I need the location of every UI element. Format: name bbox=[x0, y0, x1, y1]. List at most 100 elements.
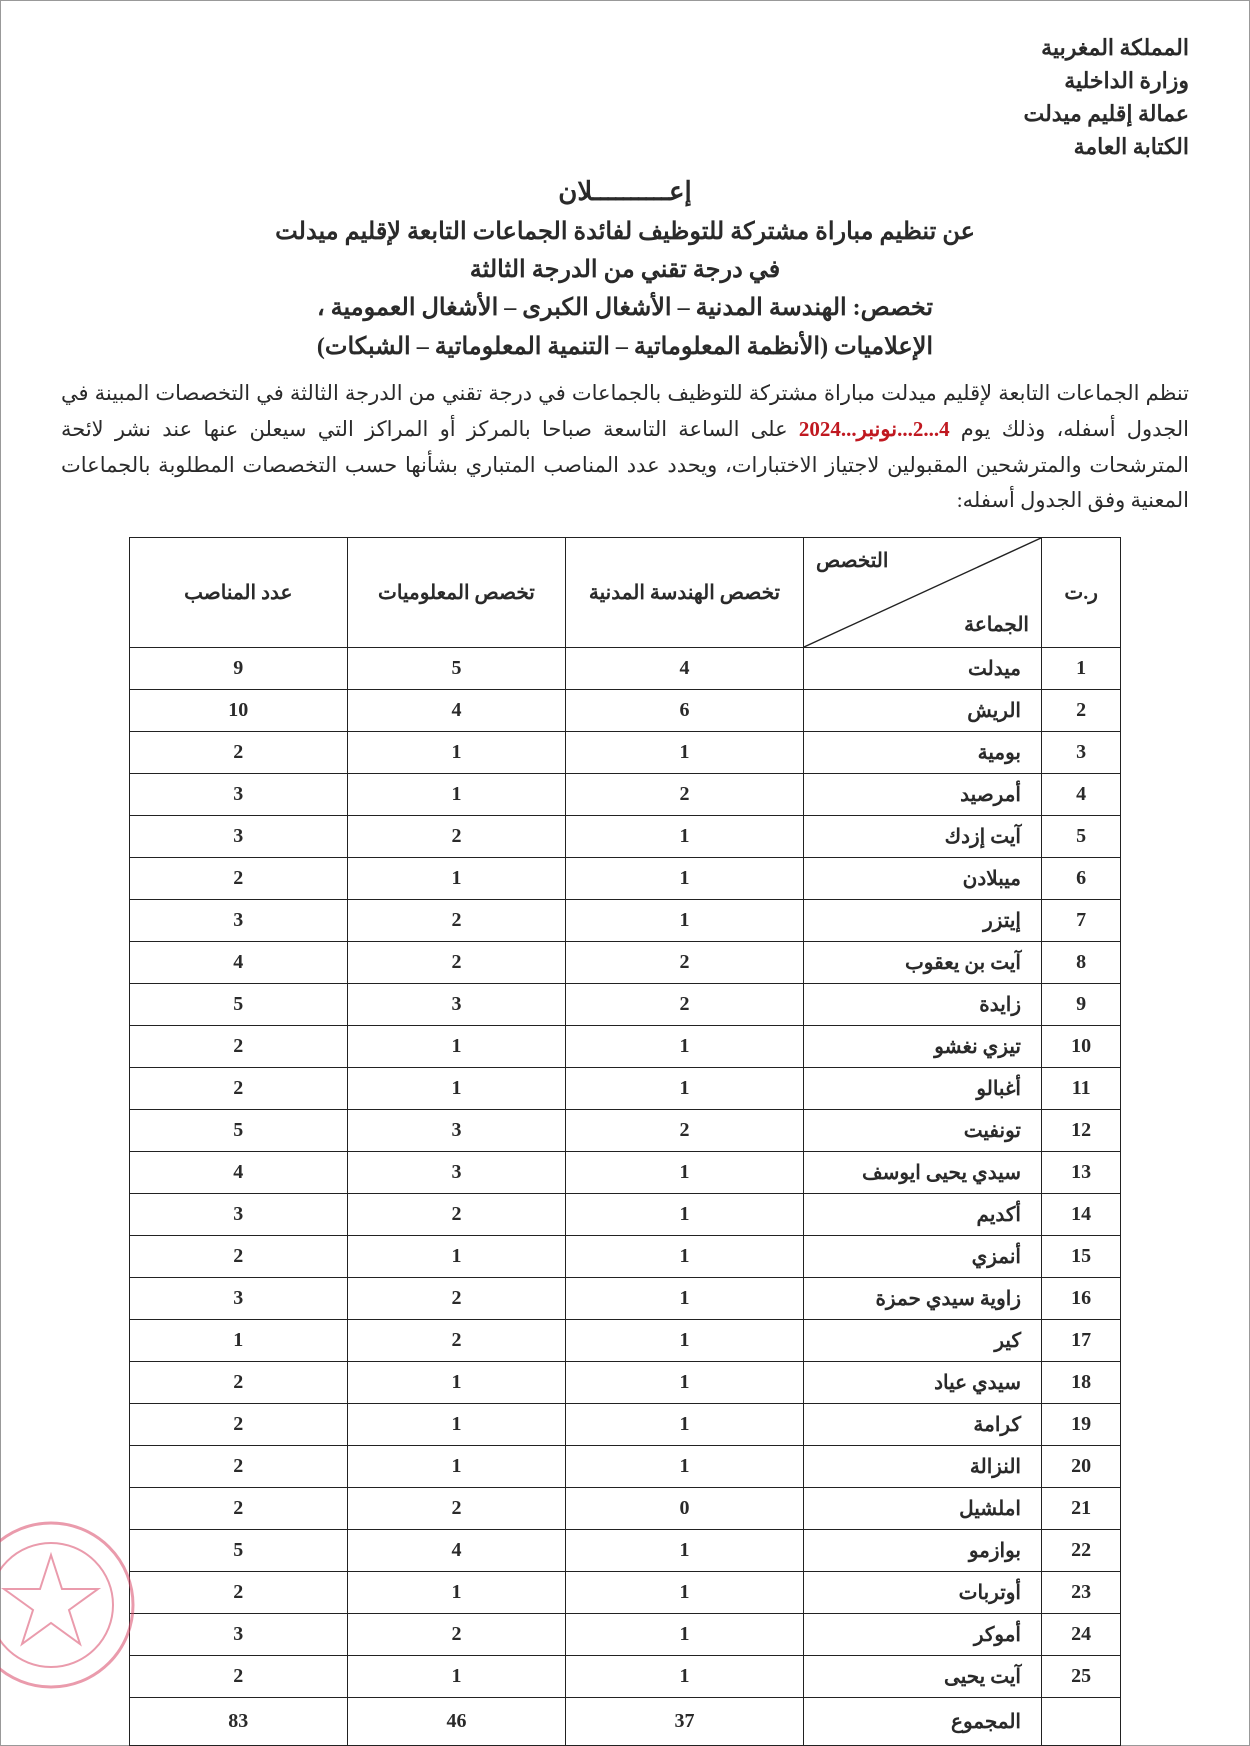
cell-number: 1 bbox=[1041, 647, 1120, 689]
cell-commune: أنمزي bbox=[804, 1235, 1042, 1277]
cell-commune: النزالة bbox=[804, 1445, 1042, 1487]
cell-info: 2 bbox=[347, 1277, 565, 1319]
cell-commune: أمرصيد bbox=[804, 773, 1042, 815]
table-row: 24أموكر123 bbox=[129, 1613, 1121, 1655]
header-number: ر.ت bbox=[1041, 537, 1120, 647]
letterhead: المملكة المغربية وزارة الداخلية عمالة إق… bbox=[61, 31, 1189, 163]
cell-total: 4 bbox=[129, 1151, 347, 1193]
cell-total: 4 bbox=[129, 941, 347, 983]
table-row: 1ميدلت459 bbox=[129, 647, 1121, 689]
total-label: المجموع bbox=[804, 1697, 1042, 1745]
cell-total: 5 bbox=[129, 983, 347, 1025]
cell-info: 1 bbox=[347, 857, 565, 899]
cell-civil: 1 bbox=[566, 1403, 804, 1445]
cell-total: 9 bbox=[129, 647, 347, 689]
table-row: 7إيتزر123 bbox=[129, 899, 1121, 941]
cell-commune: بوازمو bbox=[804, 1529, 1042, 1571]
cell-total: 3 bbox=[129, 773, 347, 815]
cell-info: 2 bbox=[347, 1319, 565, 1361]
cell-number: 22 bbox=[1041, 1529, 1120, 1571]
cell-civil: 1 bbox=[566, 1277, 804, 1319]
cell-number: 12 bbox=[1041, 1109, 1120, 1151]
cell-total: 5 bbox=[129, 1529, 347, 1571]
header-total: عدد المناصب bbox=[129, 537, 347, 647]
cell-info: 1 bbox=[347, 773, 565, 815]
table-row: 14أكديم123 bbox=[129, 1193, 1121, 1235]
cell-commune: املشيل bbox=[804, 1487, 1042, 1529]
cell-commune: آيت يحيى bbox=[804, 1655, 1042, 1697]
announcement-line: عن تنظيم مباراة مشتركة للتوظيف لفائدة ال… bbox=[125, 213, 1125, 251]
official-stamp-icon bbox=[0, 1515, 141, 1695]
table-row: 20النزالة112 bbox=[129, 1445, 1121, 1487]
cell-civil: 1 bbox=[566, 1067, 804, 1109]
table-row: 3بومية112 bbox=[129, 731, 1121, 773]
cell-total: 2 bbox=[129, 1067, 347, 1109]
cell-info: 1 bbox=[347, 1361, 565, 1403]
table-row: 23أوتربات112 bbox=[129, 1571, 1121, 1613]
table-row: 11أغبالو112 bbox=[129, 1067, 1121, 1109]
cell-commune: بومية bbox=[804, 731, 1042, 773]
cell-total: 2 bbox=[129, 1025, 347, 1067]
cell-total: 2 bbox=[129, 1655, 347, 1697]
cell-total: 10 bbox=[129, 689, 347, 731]
header-commune-label: الجماعة bbox=[964, 612, 1029, 637]
cell-civil: 1 bbox=[566, 1025, 804, 1067]
cell-commune: كير bbox=[804, 1319, 1042, 1361]
cell-number: 4 bbox=[1041, 773, 1120, 815]
cell-commune: أموكر bbox=[804, 1613, 1042, 1655]
cell-info: 4 bbox=[347, 1529, 565, 1571]
cell-total: 1 bbox=[129, 1319, 347, 1361]
cell-number: 11 bbox=[1041, 1067, 1120, 1109]
cell-info: 3 bbox=[347, 1151, 565, 1193]
cell-number: 23 bbox=[1041, 1571, 1120, 1613]
table-row: 5آيت إزدك123 bbox=[129, 815, 1121, 857]
body-highlight-date: 4...2...نونبر...2024 bbox=[799, 417, 950, 441]
cell-info: 1 bbox=[347, 1571, 565, 1613]
table-body: 1ميدلت4592الريش64103بومية1124أمرصيد2135آ… bbox=[129, 647, 1121, 1697]
cell-civil: 1 bbox=[566, 1529, 804, 1571]
table-row: 10تيزي نغشو112 bbox=[129, 1025, 1121, 1067]
header-info: تخصص المعلوميات bbox=[347, 537, 565, 647]
cell-info: 2 bbox=[347, 899, 565, 941]
cell-info: 4 bbox=[347, 689, 565, 731]
cell-total: 2 bbox=[129, 1571, 347, 1613]
cell-commune: تيزي نغشو bbox=[804, 1025, 1042, 1067]
cell-number: 17 bbox=[1041, 1319, 1120, 1361]
cell-commune: الريش bbox=[804, 689, 1042, 731]
cell-commune: تونفيت bbox=[804, 1109, 1042, 1151]
cell-civil: 1 bbox=[566, 1235, 804, 1277]
cell-civil: 1 bbox=[566, 1655, 804, 1697]
cell-commune: كرامة bbox=[804, 1403, 1042, 1445]
table-total-row: المجموع 37 46 83 bbox=[129, 1697, 1121, 1745]
cell-civil: 2 bbox=[566, 983, 804, 1025]
cell-civil: 1 bbox=[566, 1571, 804, 1613]
cell-total: 2 bbox=[129, 857, 347, 899]
cell-number: 3 bbox=[1041, 731, 1120, 773]
cell-commune: أكديم bbox=[804, 1193, 1042, 1235]
letterhead-line: المملكة المغربية bbox=[61, 31, 1189, 64]
cell-info: 2 bbox=[347, 941, 565, 983]
cell-number: 24 bbox=[1041, 1613, 1120, 1655]
cell-commune: أوتربات bbox=[804, 1571, 1042, 1613]
cell-number: 9 bbox=[1041, 983, 1120, 1025]
table-row: 12تونفيت235 bbox=[129, 1109, 1121, 1151]
letterhead-line: الكتابة العامة bbox=[61, 130, 1189, 163]
header-diagonal: التخصص الجماعة bbox=[804, 537, 1042, 647]
cell-commune: إيتزر bbox=[804, 899, 1042, 941]
cell-number: 5 bbox=[1041, 815, 1120, 857]
cell-commune: زايدة bbox=[804, 983, 1042, 1025]
cell-total: 3 bbox=[129, 1613, 347, 1655]
cell-commune: آيت إزدك bbox=[804, 815, 1042, 857]
cell-info: 3 bbox=[347, 1109, 565, 1151]
letterhead-line: عمالة إقليم ميدلت bbox=[61, 97, 1189, 130]
document-page: المملكة المغربية وزارة الداخلية عمالة إق… bbox=[0, 0, 1250, 1746]
header-civil: تخصص الهندسة المدنية bbox=[566, 537, 804, 647]
cell-total: 2 bbox=[129, 1361, 347, 1403]
cell-total: 2 bbox=[129, 731, 347, 773]
cell-number: 19 bbox=[1041, 1403, 1120, 1445]
total-blank bbox=[1041, 1697, 1120, 1745]
cell-number: 20 bbox=[1041, 1445, 1120, 1487]
cell-total: 2 bbox=[129, 1235, 347, 1277]
cell-civil: 1 bbox=[566, 857, 804, 899]
table-row: 4أمرصيد213 bbox=[129, 773, 1121, 815]
